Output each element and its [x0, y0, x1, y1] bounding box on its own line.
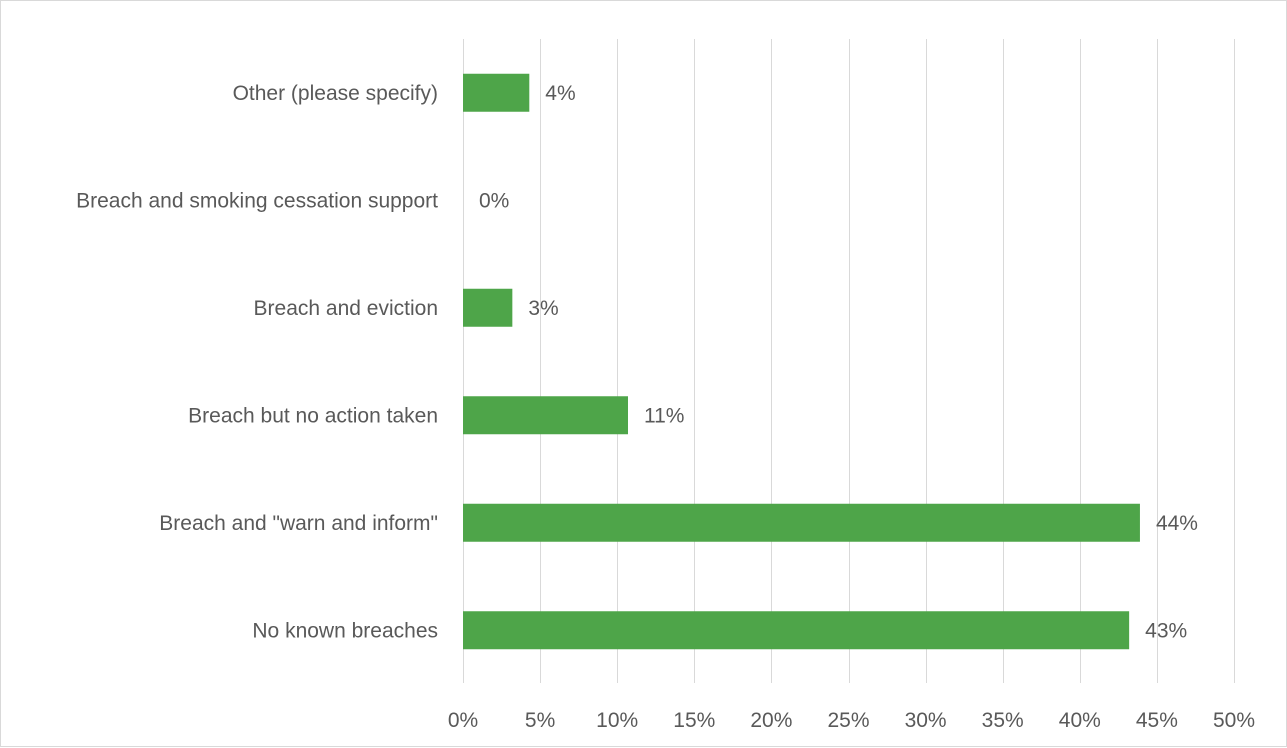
bar: [463, 396, 628, 435]
x-tick-label: 45%: [1136, 709, 1178, 732]
category-label: Breach and "warn and inform": [159, 512, 438, 535]
bars: [463, 73, 1140, 650]
x-tick-label: 5%: [525, 709, 555, 732]
data-labels: 4% 0% 3% 11% 44% 43%: [479, 82, 1198, 643]
x-tick-label: 10%: [596, 709, 638, 732]
x-tick-label: 15%: [673, 709, 715, 732]
bar: [463, 288, 513, 327]
category-labels: Other (please specify) Breach and smoking…: [76, 82, 438, 643]
x-tick-label: 35%: [982, 709, 1024, 732]
category-label: Breach and eviction: [254, 297, 438, 320]
bar: [463, 73, 530, 112]
x-tick-label: 30%: [905, 709, 947, 732]
category-label: Other (please specify): [233, 82, 438, 105]
category-label: Breach but no action taken: [188, 404, 438, 427]
gridlines: [463, 39, 1235, 683]
x-tick-label: 20%: [750, 709, 792, 732]
category-label: No known breaches: [252, 619, 438, 642]
data-label: 43%: [1145, 619, 1187, 642]
data-label: 44%: [1156, 512, 1198, 535]
x-tick-label: 0%: [448, 709, 478, 732]
bar: [463, 503, 1140, 542]
data-label: 4%: [545, 82, 575, 105]
category-label: Breach and smoking cessation support: [76, 189, 438, 212]
x-tick-label: 40%: [1059, 709, 1101, 732]
data-label: 3%: [528, 297, 558, 320]
data-label: 11%: [644, 404, 684, 427]
x-tick-label: 25%: [827, 709, 869, 732]
bar: [463, 611, 1130, 650]
x-axis-tick-labels: 0% 5% 10% 15% 20% 25% 30% 35% 40% 45% 50%: [448, 709, 1255, 732]
data-label: 0%: [479, 189, 509, 212]
x-tick-label: 50%: [1213, 709, 1255, 732]
